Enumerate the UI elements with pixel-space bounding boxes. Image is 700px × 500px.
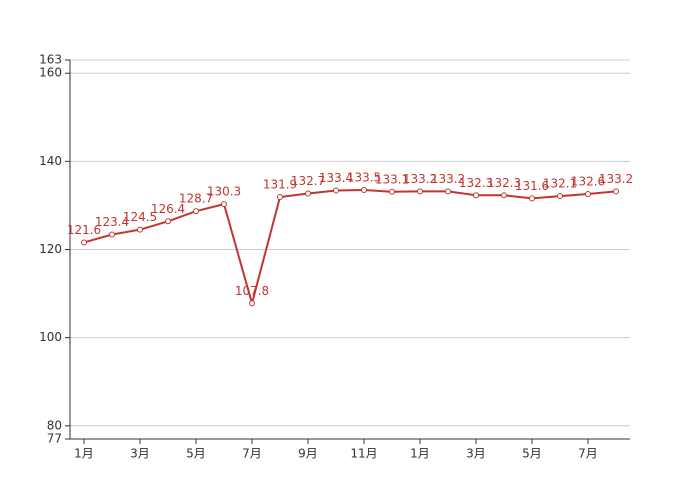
point (417, 188, 423, 195)
value-label: 132.6 (571, 174, 605, 188)
point (81, 239, 87, 246)
x-tick-label: 1月 (410, 447, 430, 461)
value-label: 133.2 (403, 172, 437, 186)
point (109, 231, 115, 238)
value-label: 130.3 (207, 185, 241, 199)
point (221, 201, 227, 208)
value-label: 132.7 (291, 174, 325, 188)
value-label: 132.3 (487, 176, 521, 190)
point (305, 190, 311, 197)
point (445, 188, 451, 195)
value-label: 133.2 (431, 172, 465, 186)
point (529, 195, 535, 202)
y-tick-label: 163 (39, 53, 62, 67)
value-label: 123.4 (95, 215, 129, 229)
x-tick-label: 9月 (298, 447, 318, 461)
point (585, 190, 591, 197)
point (501, 192, 507, 199)
value-label: 128.7 (179, 192, 213, 206)
x-tick-label: 11月 (350, 447, 377, 461)
point (165, 218, 171, 225)
value-label: 124.5 (123, 210, 157, 224)
point (389, 188, 395, 195)
y-tick-label: 140 (39, 154, 62, 168)
x-tick-label: 3月 (130, 447, 150, 461)
value-label: 131.9 (263, 178, 297, 192)
value-label: 133.4 (319, 171, 353, 185)
point (361, 187, 367, 194)
y-tick-label: 77 (47, 432, 62, 446)
point (613, 188, 619, 195)
point (333, 187, 339, 194)
value-label: 107.8 (235, 284, 269, 298)
y-tick-label: 100 (39, 330, 62, 344)
x-tick-label: 1月 (74, 447, 94, 461)
x-tick-label: 7月 (578, 447, 598, 461)
x-tick-label: 5月 (186, 447, 206, 461)
value-label: 133.2 (599, 172, 633, 186)
x-tick-label: 7月 (242, 447, 262, 461)
point (249, 300, 255, 307)
value-label: 132.1 (543, 177, 577, 191)
point (193, 208, 199, 215)
value-label: 133.1 (375, 172, 409, 186)
value-label: 132.3 (459, 176, 493, 190)
point (277, 194, 283, 201)
y-tick-label: 80 (47, 418, 62, 432)
line (83, 189, 617, 308)
x-tick-label: 3月 (466, 447, 486, 461)
point (473, 192, 479, 199)
value-label: 133.5 (347, 171, 381, 185)
x-tick-label: 5月 (522, 447, 542, 461)
value-label: 126.4 (151, 202, 185, 216)
y-tick-label: 120 (39, 242, 62, 256)
y-tick-label: 160 (39, 66, 62, 80)
value-label: 121.6 (67, 223, 101, 237)
value-label: 131.6 (515, 179, 549, 193)
point (557, 193, 563, 200)
point (137, 226, 143, 233)
